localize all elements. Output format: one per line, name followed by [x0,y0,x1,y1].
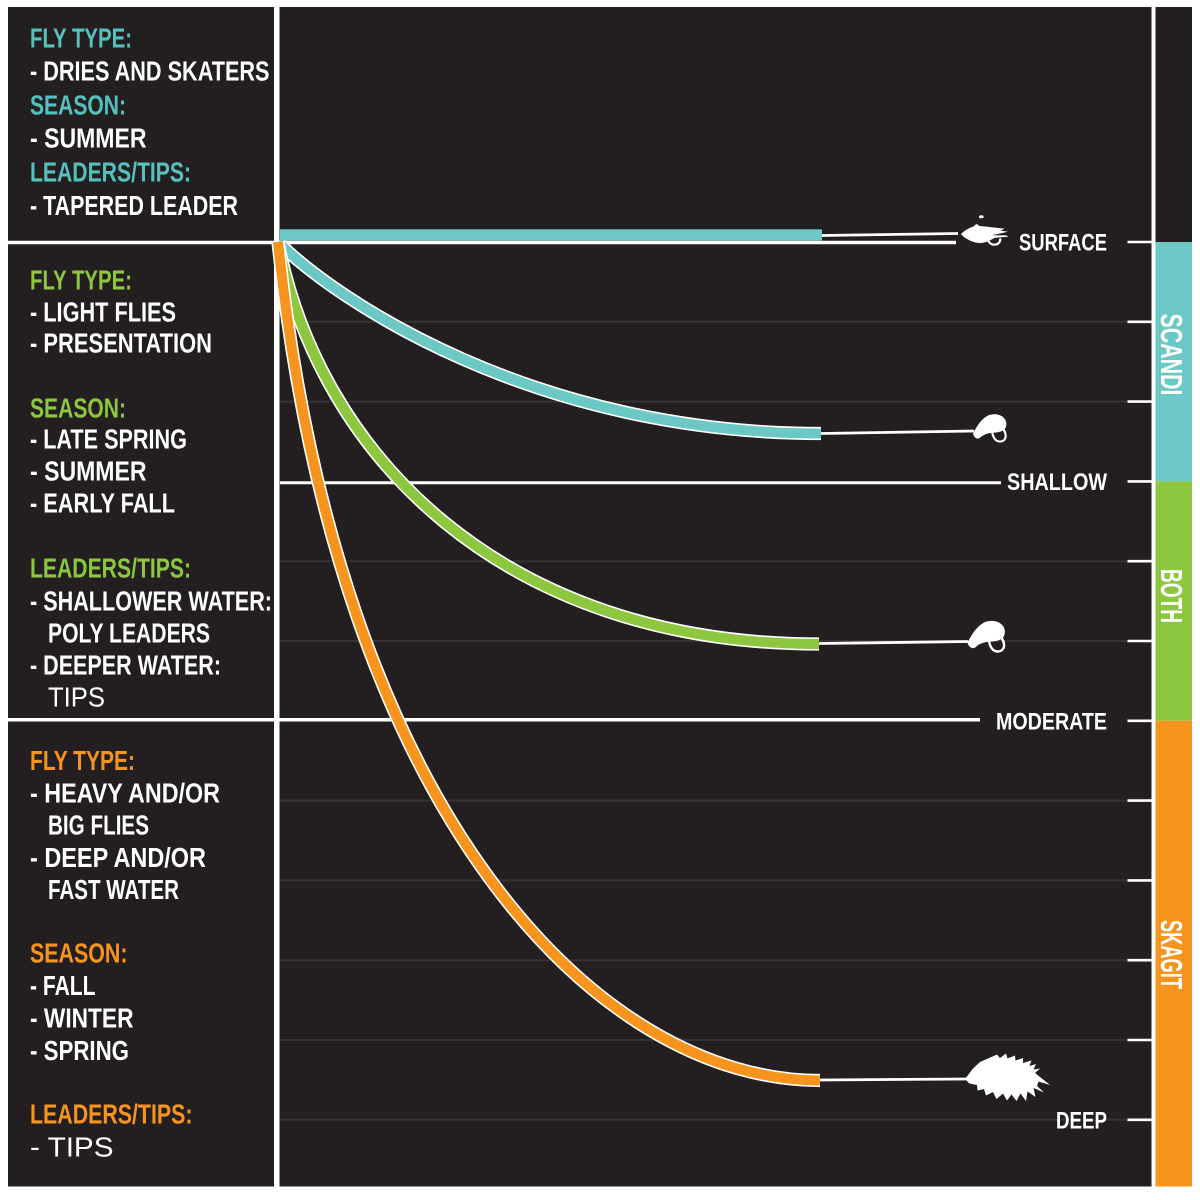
svg-text:- SPRING: - SPRING [30,1035,129,1066]
svg-text:SKAGIT: SKAGIT [1154,920,1189,989]
svg-text:- TIPS: - TIPS [30,1132,114,1163]
svg-text:TIPS: TIPS [48,682,105,713]
svg-text:- DRIES AND SKATERS: - DRIES AND SKATERS [30,56,270,87]
svg-text:- LIGHT FLIES: - LIGHT FLIES [30,297,176,328]
svg-text:- DEEP AND/OR: - DEEP AND/OR [30,842,206,873]
svg-text:- HEAVY AND/OR: - HEAVY AND/OR [30,778,220,809]
svg-text:FAST WATER: FAST WATER [48,874,179,905]
svg-text:- WINTER: - WINTER [30,1003,134,1034]
svg-text:- DEEPER WATER:: - DEEPER WATER: [30,650,221,681]
svg-text:SEASON:: SEASON: [30,393,126,424]
svg-text:- PRESENTATION: - PRESENTATION [30,328,212,359]
svg-text:POLY LEADERS: POLY LEADERS [48,618,210,649]
svg-text:LEADERS/TIPS:: LEADERS/TIPS: [30,157,191,188]
svg-text:LEADERS/TIPS:: LEADERS/TIPS: [30,553,191,584]
svg-text:SCANDI: SCANDI [1154,314,1189,396]
svg-text:BIG FLIES: BIG FLIES [48,810,149,841]
svg-text:- SHALLOWER WATER:: - SHALLOWER WATER: [30,586,272,617]
svg-text:SHALLOW: SHALLOW [1007,469,1107,496]
svg-text:SURFACE: SURFACE [1019,230,1107,257]
svg-text:- EARLY FALL: - EARLY FALL [30,488,175,519]
svg-text:SEASON:: SEASON: [30,938,128,969]
svg-text:- LATE SPRING: - LATE SPRING [30,424,187,455]
svg-text:- SUMMER: - SUMMER [30,456,147,487]
svg-text:FLY TYPE:: FLY TYPE: [30,745,135,776]
svg-text:DEEP: DEEP [1056,1107,1107,1134]
svg-text:SEASON:: SEASON: [30,90,126,121]
svg-text:- TAPERED LEADER: - TAPERED LEADER [30,190,238,221]
svg-text:- SUMMER: - SUMMER [30,123,147,154]
svg-text:FLY TYPE:: FLY TYPE: [30,265,132,296]
svg-text:LEADERS/TIPS:: LEADERS/TIPS: [30,1099,193,1130]
svg-text:MODERATE: MODERATE [996,708,1107,735]
svg-text:BOTH: BOTH [1154,569,1189,623]
svg-text:- FALL: - FALL [30,970,96,1001]
svg-text:FLY TYPE:: FLY TYPE: [30,23,132,54]
